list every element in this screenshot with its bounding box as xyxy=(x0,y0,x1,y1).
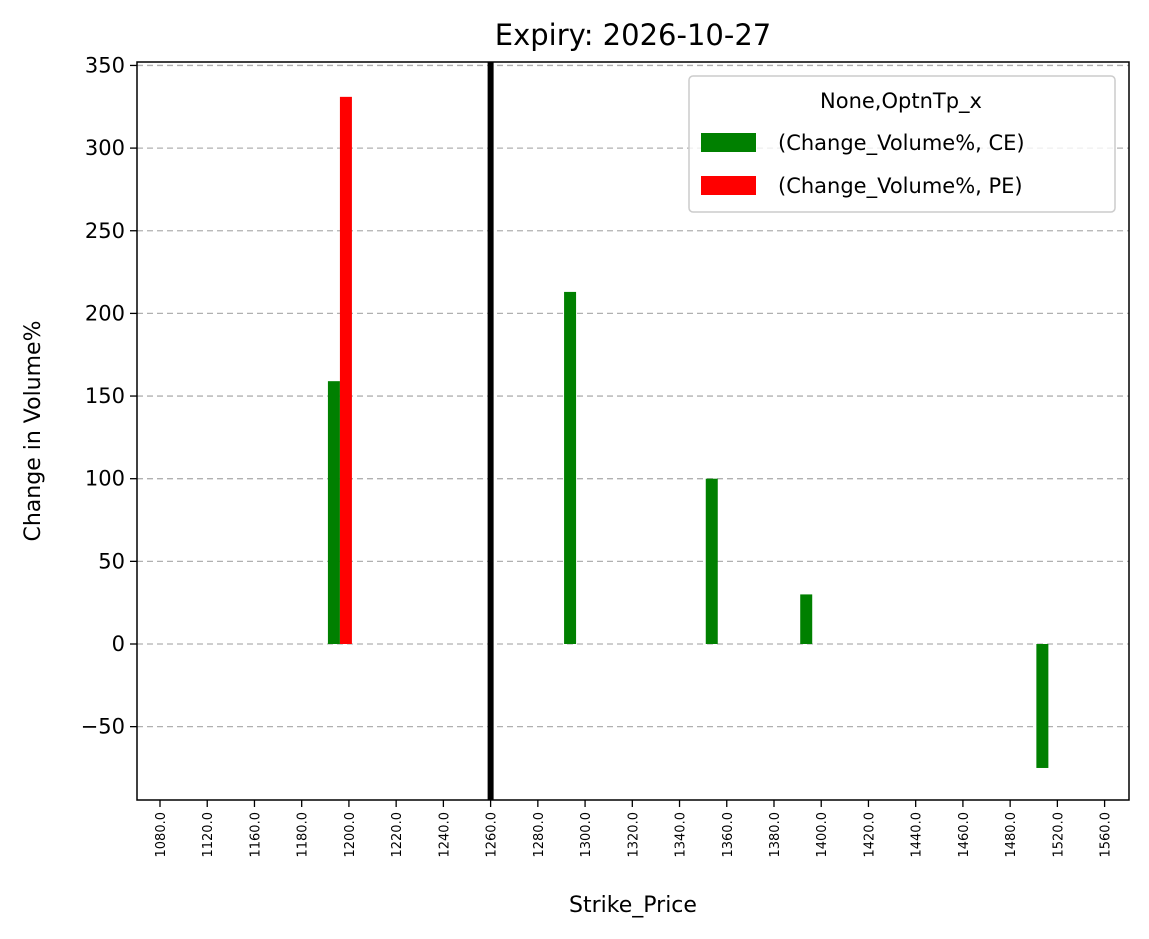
legend-swatch-ce xyxy=(701,133,756,152)
bar-ce xyxy=(327,381,340,644)
x-tick-label: 1080.0 xyxy=(154,812,169,858)
x-tick-label: 1440.0 xyxy=(910,812,925,858)
x-tick-label: 1240.0 xyxy=(437,812,452,858)
x-axis-label: Strike_Price xyxy=(569,893,697,918)
x-tick-label: 1160.0 xyxy=(248,812,263,858)
x-tick-label: 1520.0 xyxy=(1051,812,1066,858)
x-tick-label: 1180.0 xyxy=(296,812,311,858)
x-tick-label: 1420.0 xyxy=(862,812,877,858)
legend-swatch-pe xyxy=(701,176,756,195)
plot-frame xyxy=(136,61,1130,801)
x-tick-label: 1120.0 xyxy=(201,812,216,858)
x-tick-label: 1200.0 xyxy=(343,812,358,858)
x-axis-ticks: 1080.0 1120.0 1160.0 1180.0 1200.0 1220.0 1240… xyxy=(154,800,1114,858)
legend-label-ce: (Change_Volume%, CE) xyxy=(778,131,1025,156)
y-tick-label: 0 xyxy=(112,632,125,656)
y-tick-label: 200 xyxy=(85,301,125,325)
grid-lines xyxy=(137,64,1129,728)
y-tick-label: 250 xyxy=(85,219,125,243)
x-tick-label: 1340.0 xyxy=(674,812,689,858)
x-tick-label: 1360.0 xyxy=(721,812,736,858)
y-tick-label: −50 xyxy=(81,715,125,739)
x-tick-label: 1480.0 xyxy=(1004,812,1019,858)
y-tick-label: 350 xyxy=(85,53,125,77)
y-tick-label: 100 xyxy=(85,467,125,491)
legend-box xyxy=(688,75,1116,213)
bar-ce xyxy=(705,478,718,644)
bar-pe xyxy=(339,96,352,645)
bar-ce xyxy=(1036,644,1049,768)
x-tick-label: 1260.0 xyxy=(485,812,500,858)
legend-title: None,OptnTp_x xyxy=(820,89,982,114)
x-tick-label: 1320.0 xyxy=(626,812,641,858)
x-tick-label: 1560.0 xyxy=(1099,812,1114,858)
y-tick-label: 300 xyxy=(85,136,125,160)
chart-title: Expiry: 2026-10-27 xyxy=(495,18,771,52)
bar-ce xyxy=(800,594,813,644)
x-tick-label: 1220.0 xyxy=(390,812,405,858)
x-tick-label: 1300.0 xyxy=(579,812,594,858)
x-tick-label: 1460.0 xyxy=(957,812,972,858)
x-tick-label: 1380.0 xyxy=(768,812,783,858)
bars xyxy=(327,96,1049,768)
legend: None,OptnTp_x (Change_Volume%, CE) (Chan… xyxy=(688,75,1116,213)
x-tick-label: 1400.0 xyxy=(815,812,830,858)
x-tick-label: 1280.0 xyxy=(532,812,547,858)
bar-ce xyxy=(564,291,577,644)
y-tick-label: 50 xyxy=(98,549,125,573)
legend-label-pe: (Change_Volume%, PE) xyxy=(778,174,1023,199)
y-axis-ticks: −50 0 50 100 150 200 250 300 350 xyxy=(81,53,137,739)
y-tick-label: 150 xyxy=(85,384,125,408)
y-axis-label: Change in Volume% xyxy=(21,321,46,542)
